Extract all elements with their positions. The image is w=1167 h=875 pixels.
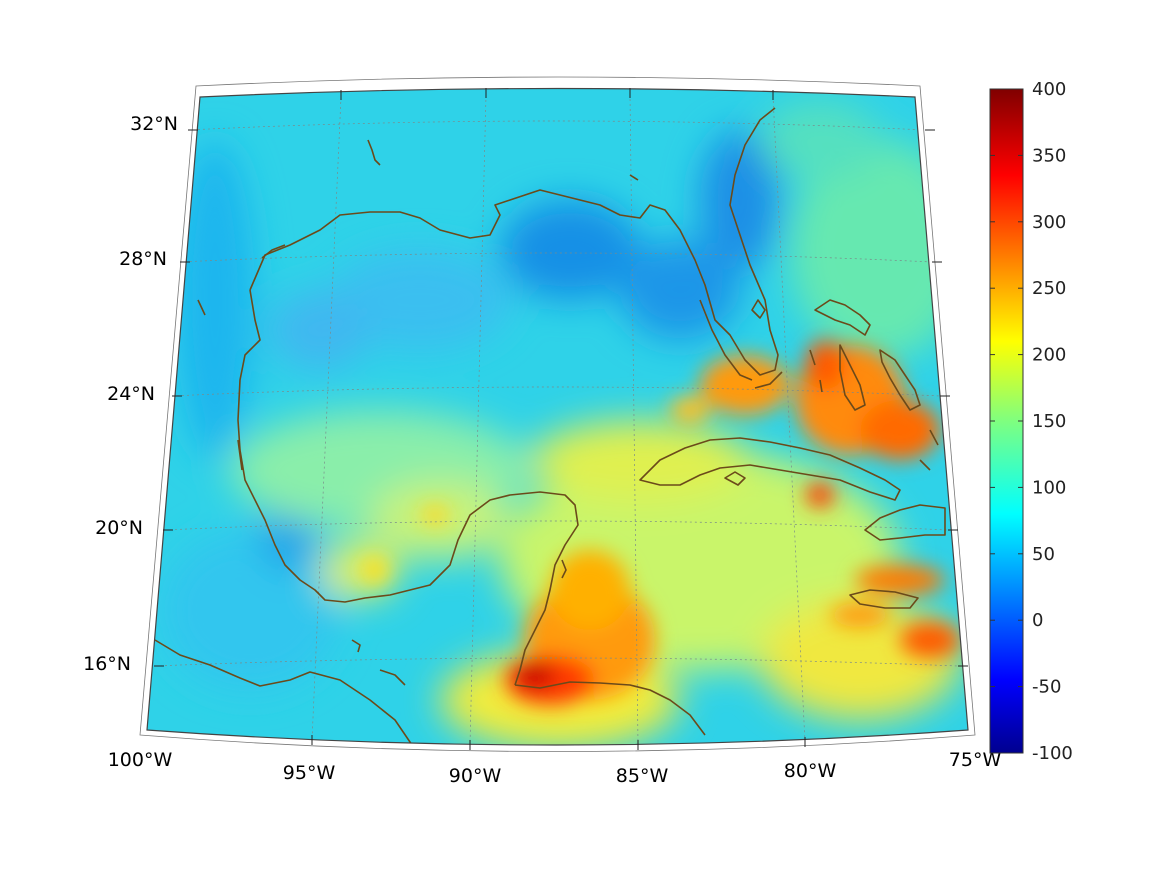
lon-label-95: 95°W — [283, 762, 336, 784]
lon-label-90: 90°W — [449, 765, 502, 787]
lon-label-85: 85°W — [616, 765, 669, 787]
graticule — [154, 93, 959, 745]
colorbar-tick-label: -50 — [1032, 677, 1061, 698]
colorbar-tick-label: 100 — [1032, 477, 1066, 498]
colorbar-tick-label: 250 — [1032, 278, 1066, 299]
lat-label-24: 24°N — [107, 383, 155, 405]
frame-ticks — [154, 88, 968, 750]
colorbar-tick-label: 300 — [1032, 212, 1066, 233]
colorbar-tick-label: 0 — [1032, 610, 1043, 631]
outer-frame — [139, 76, 976, 752]
map-frame — [146, 87, 969, 746]
coastlines — [154, 107, 946, 745]
colorbar-tick-label: 350 — [1032, 145, 1066, 166]
data-field — [147, 88, 968, 745]
colorbar-tick-label: 200 — [1032, 345, 1066, 366]
colorbar-tick-label: 50 — [1032, 544, 1055, 565]
lat-label-32: 32°N — [130, 113, 178, 135]
lon-label-75: 75°W — [949, 749, 1002, 771]
colorbar-ticks: 400 350 300 250 200 150 100 50 0 -50 -100 — [990, 79, 1073, 764]
colorbar-tick-label: 400 — [1032, 79, 1066, 100]
colorbar-tick-label: -100 — [1032, 743, 1073, 764]
lat-label-20: 20°N — [95, 517, 143, 539]
lon-label-100: 100°W — [108, 749, 173, 771]
lat-label-28: 28°N — [119, 248, 167, 270]
lat-label-16: 16°N — [83, 653, 131, 675]
colorbar-tick-label: 150 — [1032, 411, 1066, 432]
field-hotspots — [361, 340, 960, 705]
lon-label-80: 80°W — [784, 760, 837, 782]
